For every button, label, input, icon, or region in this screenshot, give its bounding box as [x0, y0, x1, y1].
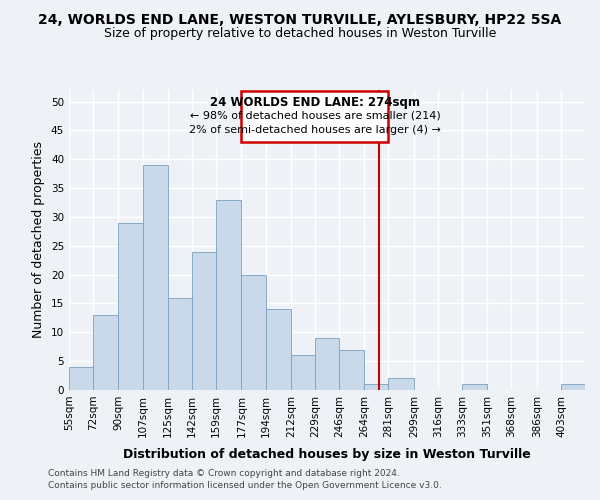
Bar: [364, 384, 388, 390]
Bar: [266, 309, 291, 390]
Bar: [561, 384, 585, 390]
Bar: [241, 274, 266, 390]
Bar: [388, 378, 414, 390]
Bar: [462, 384, 487, 390]
Bar: [315, 338, 339, 390]
Bar: [192, 252, 216, 390]
Text: 24, WORLDS END LANE, WESTON TURVILLE, AYLESBURY, HP22 5SA: 24, WORLDS END LANE, WESTON TURVILLE, AY…: [38, 12, 562, 26]
Text: Contains HM Land Registry data © Crown copyright and database right 2024.: Contains HM Land Registry data © Crown c…: [48, 468, 400, 477]
Text: 24 WORLDS END LANE: 274sqm: 24 WORLDS END LANE: 274sqm: [210, 96, 420, 109]
Bar: [118, 222, 143, 390]
Bar: [69, 367, 93, 390]
Text: Contains public sector information licensed under the Open Government Licence v3: Contains public sector information licen…: [48, 481, 442, 490]
Bar: [168, 298, 192, 390]
Bar: [339, 350, 364, 390]
Text: Size of property relative to detached houses in Weston Turville: Size of property relative to detached ho…: [104, 28, 496, 40]
Y-axis label: Number of detached properties: Number of detached properties: [32, 142, 46, 338]
Bar: [216, 200, 241, 390]
FancyBboxPatch shape: [241, 91, 388, 142]
Bar: [291, 356, 315, 390]
Text: ← 98% of detached houses are smaller (214): ← 98% of detached houses are smaller (21…: [190, 110, 440, 120]
Bar: [143, 165, 168, 390]
Text: 2% of semi-detached houses are larger (4) →: 2% of semi-detached houses are larger (4…: [189, 124, 441, 134]
X-axis label: Distribution of detached houses by size in Weston Turville: Distribution of detached houses by size …: [123, 448, 531, 461]
Bar: [93, 315, 118, 390]
